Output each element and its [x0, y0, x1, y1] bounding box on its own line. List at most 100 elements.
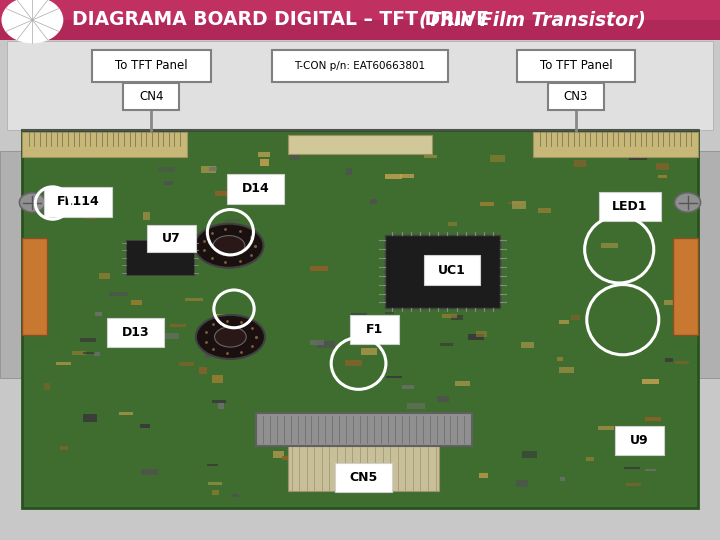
FancyBboxPatch shape — [386, 375, 402, 377]
FancyBboxPatch shape — [95, 312, 102, 315]
FancyBboxPatch shape — [480, 202, 494, 206]
FancyBboxPatch shape — [400, 174, 413, 178]
FancyBboxPatch shape — [350, 315, 399, 344]
FancyBboxPatch shape — [94, 353, 100, 356]
FancyBboxPatch shape — [487, 303, 495, 309]
FancyBboxPatch shape — [645, 416, 661, 421]
FancyBboxPatch shape — [598, 427, 613, 430]
FancyBboxPatch shape — [147, 225, 196, 252]
FancyBboxPatch shape — [698, 151, 720, 378]
Text: CN4: CN4 — [139, 90, 163, 103]
FancyBboxPatch shape — [212, 490, 219, 495]
FancyBboxPatch shape — [158, 167, 174, 172]
FancyBboxPatch shape — [0, 151, 22, 378]
FancyBboxPatch shape — [559, 367, 574, 373]
Circle shape — [2, 0, 63, 43]
FancyBboxPatch shape — [675, 361, 689, 364]
FancyBboxPatch shape — [60, 446, 68, 450]
FancyBboxPatch shape — [288, 446, 439, 491]
FancyBboxPatch shape — [215, 314, 233, 318]
FancyBboxPatch shape — [209, 167, 217, 171]
FancyBboxPatch shape — [384, 312, 394, 314]
FancyBboxPatch shape — [225, 219, 240, 221]
FancyBboxPatch shape — [683, 309, 693, 312]
FancyBboxPatch shape — [260, 159, 269, 166]
Ellipse shape — [196, 315, 265, 359]
Text: LG Display: LG Display — [428, 264, 457, 268]
FancyBboxPatch shape — [522, 451, 537, 458]
Ellipse shape — [213, 235, 245, 256]
FancyBboxPatch shape — [248, 176, 262, 180]
FancyBboxPatch shape — [258, 152, 270, 157]
Ellipse shape — [215, 327, 246, 347]
FancyBboxPatch shape — [642, 379, 660, 384]
FancyBboxPatch shape — [140, 424, 150, 428]
FancyBboxPatch shape — [512, 201, 526, 209]
FancyBboxPatch shape — [624, 467, 639, 469]
FancyBboxPatch shape — [152, 266, 166, 269]
FancyBboxPatch shape — [207, 464, 218, 466]
FancyBboxPatch shape — [179, 362, 194, 366]
FancyBboxPatch shape — [441, 314, 456, 318]
FancyBboxPatch shape — [204, 352, 211, 358]
FancyBboxPatch shape — [83, 414, 97, 422]
FancyBboxPatch shape — [129, 332, 143, 337]
FancyBboxPatch shape — [673, 238, 698, 335]
FancyBboxPatch shape — [449, 222, 456, 226]
FancyBboxPatch shape — [402, 384, 414, 388]
FancyBboxPatch shape — [538, 208, 551, 213]
FancyBboxPatch shape — [236, 327, 251, 332]
FancyBboxPatch shape — [472, 238, 487, 241]
FancyBboxPatch shape — [199, 367, 207, 374]
FancyBboxPatch shape — [272, 50, 448, 82]
FancyBboxPatch shape — [385, 173, 402, 179]
FancyBboxPatch shape — [335, 463, 392, 492]
Text: To TFT Panel: To TFT Panel — [540, 59, 612, 72]
Text: CN3: CN3 — [564, 90, 588, 103]
FancyBboxPatch shape — [455, 381, 470, 386]
FancyBboxPatch shape — [282, 456, 297, 460]
FancyBboxPatch shape — [391, 235, 403, 241]
FancyBboxPatch shape — [571, 315, 580, 320]
FancyBboxPatch shape — [256, 413, 472, 446]
FancyBboxPatch shape — [451, 315, 463, 320]
FancyBboxPatch shape — [557, 357, 564, 361]
FancyBboxPatch shape — [80, 338, 96, 342]
FancyBboxPatch shape — [423, 155, 438, 158]
FancyBboxPatch shape — [317, 341, 336, 348]
FancyBboxPatch shape — [215, 330, 225, 335]
FancyBboxPatch shape — [218, 403, 224, 409]
FancyBboxPatch shape — [600, 243, 618, 248]
FancyBboxPatch shape — [408, 403, 425, 409]
FancyBboxPatch shape — [212, 400, 226, 403]
FancyBboxPatch shape — [0, 20, 720, 40]
FancyBboxPatch shape — [346, 168, 352, 175]
FancyBboxPatch shape — [72, 350, 86, 355]
Text: LED1: LED1 — [612, 200, 648, 213]
FancyBboxPatch shape — [289, 154, 300, 160]
FancyBboxPatch shape — [346, 360, 362, 367]
FancyBboxPatch shape — [189, 246, 198, 248]
FancyBboxPatch shape — [455, 241, 470, 248]
FancyBboxPatch shape — [129, 264, 138, 271]
FancyBboxPatch shape — [351, 313, 367, 317]
FancyBboxPatch shape — [55, 362, 71, 366]
FancyBboxPatch shape — [517, 50, 636, 82]
FancyBboxPatch shape — [107, 318, 164, 347]
FancyBboxPatch shape — [665, 358, 672, 362]
FancyBboxPatch shape — [44, 187, 112, 217]
Text: D13: D13 — [122, 326, 149, 339]
Text: DIAGRAMA BOARD DIGITAL – TFT DRIVE: DIAGRAMA BOARD DIGITAL – TFT DRIVE — [72, 10, 495, 30]
Text: (Thin Film Transistor): (Thin Film Transistor) — [419, 10, 646, 30]
FancyBboxPatch shape — [644, 469, 657, 471]
FancyBboxPatch shape — [215, 191, 233, 197]
FancyBboxPatch shape — [215, 321, 231, 327]
FancyBboxPatch shape — [201, 166, 217, 173]
FancyBboxPatch shape — [277, 416, 290, 420]
FancyBboxPatch shape — [556, 154, 575, 158]
FancyBboxPatch shape — [109, 292, 127, 296]
FancyBboxPatch shape — [415, 299, 434, 303]
FancyBboxPatch shape — [0, 0, 720, 40]
FancyBboxPatch shape — [310, 266, 328, 272]
FancyBboxPatch shape — [99, 273, 109, 279]
